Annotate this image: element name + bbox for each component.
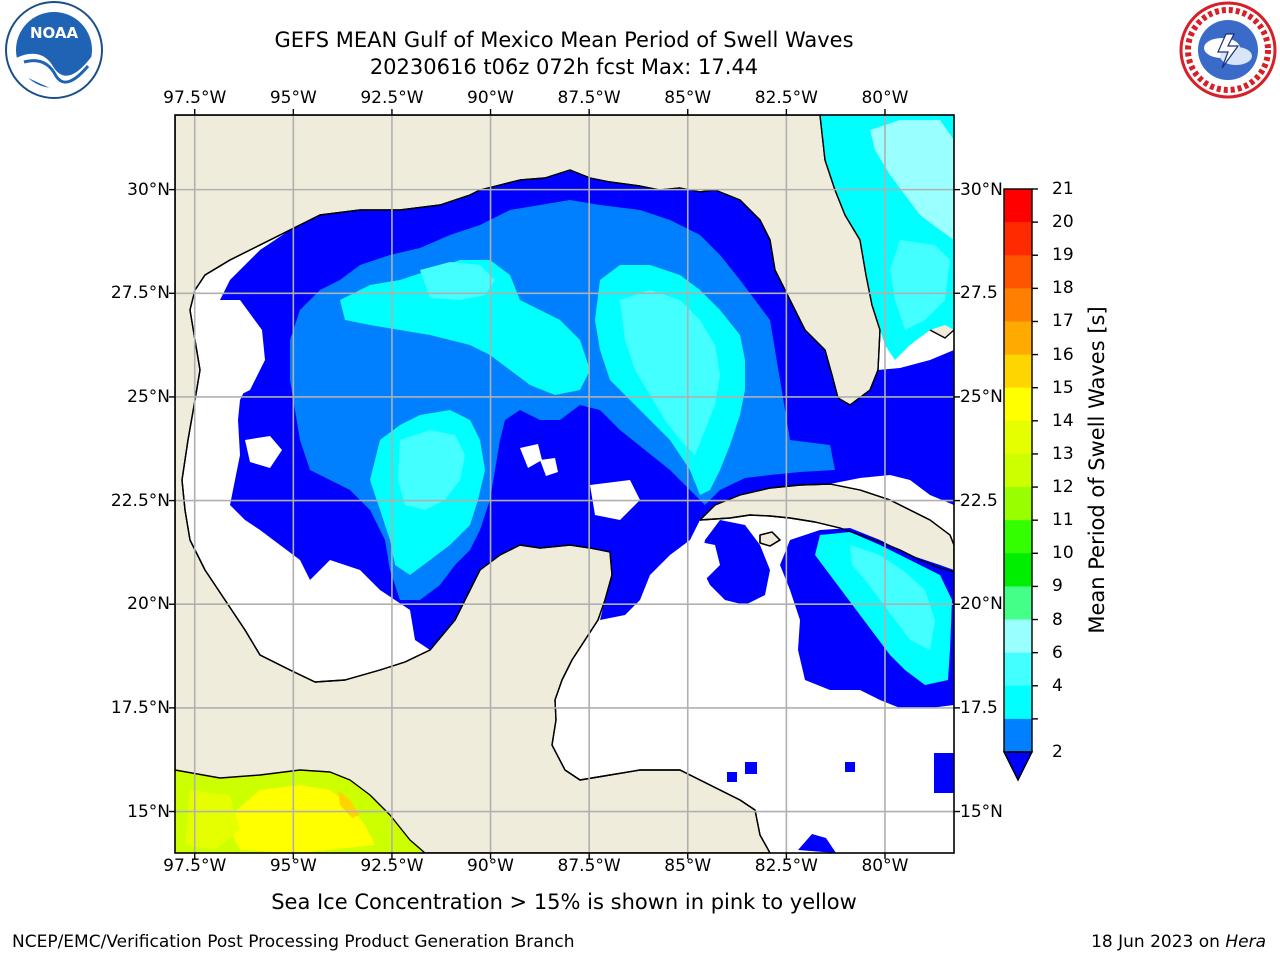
colorbar-under-arrow bbox=[1002, 751, 1034, 782]
lat-label-left: 20°N bbox=[127, 594, 170, 615]
lat-label-left: 15°N bbox=[127, 801, 170, 822]
colorbar-label: 11 bbox=[1052, 510, 1074, 531]
colorbar-title: Mean Period of Swell Waves [s] bbox=[1085, 306, 1109, 634]
nws-logo bbox=[1179, 1, 1277, 99]
lon-label-bottom: 85°W bbox=[664, 856, 712, 876]
footer-date-text: 18 Jun 2023 on bbox=[1091, 932, 1226, 952]
lat-label-right: 30°N bbox=[960, 179, 1003, 200]
lat-label-left: 17.5°N bbox=[110, 697, 170, 718]
lon-label-bottom: 92.5°W bbox=[360, 856, 424, 876]
lon-label-bottom: 97.5°W bbox=[163, 856, 227, 876]
colorbar-frame bbox=[1003, 188, 1033, 753]
colorbar-segment bbox=[1004, 321, 1032, 356]
lon-label-bottom: 82.5°W bbox=[754, 856, 818, 876]
colorbar bbox=[1002, 188, 1038, 782]
lat-label-left: 22.5°N bbox=[110, 490, 170, 511]
lon-label-bottom: 95°W bbox=[269, 856, 317, 876]
lon-label-top: 92.5°W bbox=[360, 88, 424, 108]
noaa-logo: NOAA bbox=[5, 1, 103, 99]
footer-credit: NCEP/EMC/Verification Post Processing Pr… bbox=[12, 932, 575, 952]
colorbar-segment bbox=[1004, 487, 1032, 521]
colorbar-segment bbox=[1004, 520, 1032, 554]
colorbar-label: 12 bbox=[1052, 477, 1074, 498]
colorbar-label: 20 bbox=[1052, 212, 1074, 233]
colorbar-label: 8 bbox=[1052, 609, 1063, 630]
swell-band-6-8 bbox=[620, 290, 720, 455]
lon-label-bottom: 80°W bbox=[861, 856, 909, 876]
colorbar-segment bbox=[1004, 652, 1032, 687]
colorbar-segment bbox=[1004, 685, 1032, 720]
lon-label-top: 80°W bbox=[861, 88, 909, 108]
chart-subtitle: 20230616 t06z 072h fcst Max: 17.44 bbox=[369, 55, 759, 79]
lon-label-top: 87.5°W bbox=[557, 88, 621, 108]
lat-label-right: 15°N bbox=[960, 801, 1003, 822]
colorbar-label: 10 bbox=[1052, 543, 1074, 564]
gridlines bbox=[175, 115, 954, 853]
lat-label-right: 22.5 bbox=[960, 490, 998, 511]
colorbar-segment bbox=[1004, 387, 1032, 422]
footer-machine: Hera bbox=[1225, 932, 1266, 952]
colorbar-segment bbox=[1004, 420, 1032, 455]
colorbar-label: 13 bbox=[1052, 443, 1074, 464]
colorbar-segment bbox=[1004, 619, 1032, 654]
footer-date: 18 Jun 2023 on Hera bbox=[1091, 932, 1266, 952]
lat-label-left: 27.5°N bbox=[110, 283, 170, 304]
lon-label-top: 97.5°W bbox=[163, 88, 227, 108]
colorbar-segment bbox=[1004, 288, 1032, 322]
lon-label-top: 85°W bbox=[664, 88, 712, 108]
lon-label-top: 95°W bbox=[269, 88, 317, 108]
colorbar-segment bbox=[1004, 255, 1032, 289]
colorbar-label: 17 bbox=[1052, 311, 1074, 332]
colorbar-label: 9 bbox=[1052, 576, 1063, 597]
colorbar-label: 16 bbox=[1052, 344, 1074, 365]
lon-label-bottom: 90°W bbox=[467, 856, 515, 876]
colorbar-label: 4 bbox=[1052, 675, 1063, 696]
colorbar-segment bbox=[1004, 718, 1032, 753]
lat-label-left: 30°N bbox=[127, 179, 170, 200]
colorbar-segment bbox=[1004, 354, 1032, 389]
colorbar-segment bbox=[1004, 586, 1032, 621]
footnote: Sea Ice Concentration > 15% is shown in … bbox=[271, 890, 857, 914]
lon-label-top: 90°W bbox=[467, 88, 515, 108]
colorbar-label: 21 bbox=[1052, 179, 1074, 199]
lon-label-bottom: 87.5°W bbox=[557, 856, 621, 876]
colorbar-label: 18 bbox=[1052, 278, 1074, 299]
swell-field bbox=[175, 115, 954, 853]
colorbar-label: 19 bbox=[1052, 245, 1074, 266]
lat-label-left: 25°N bbox=[127, 386, 170, 407]
lat-label-right: 27.5 bbox=[960, 283, 998, 304]
coastline bbox=[175, 115, 954, 853]
colorbar-label: 14 bbox=[1052, 410, 1074, 431]
noaa-logo-text: NOAA bbox=[30, 24, 79, 42]
chart-title: GEFS MEAN Gulf of Mexico Mean Period of … bbox=[274, 28, 854, 52]
colorbar-segment bbox=[1004, 222, 1032, 256]
colorbar-segment bbox=[1004, 453, 1032, 488]
colorbar-label: 15 bbox=[1052, 377, 1074, 398]
map-frame bbox=[174, 114, 955, 854]
lat-label-right: 20°N bbox=[960, 594, 1003, 615]
colorbar-segment bbox=[1004, 189, 1032, 223]
colorbar-segment bbox=[1004, 553, 1032, 587]
colorbar-label: 6 bbox=[1052, 642, 1063, 663]
lat-label-right: 17.5 bbox=[960, 697, 998, 718]
lon-label-top: 82.5°W bbox=[754, 88, 818, 108]
colorbar-label: 2 bbox=[1052, 742, 1063, 762]
lat-label-right: 25°N bbox=[960, 386, 1003, 407]
